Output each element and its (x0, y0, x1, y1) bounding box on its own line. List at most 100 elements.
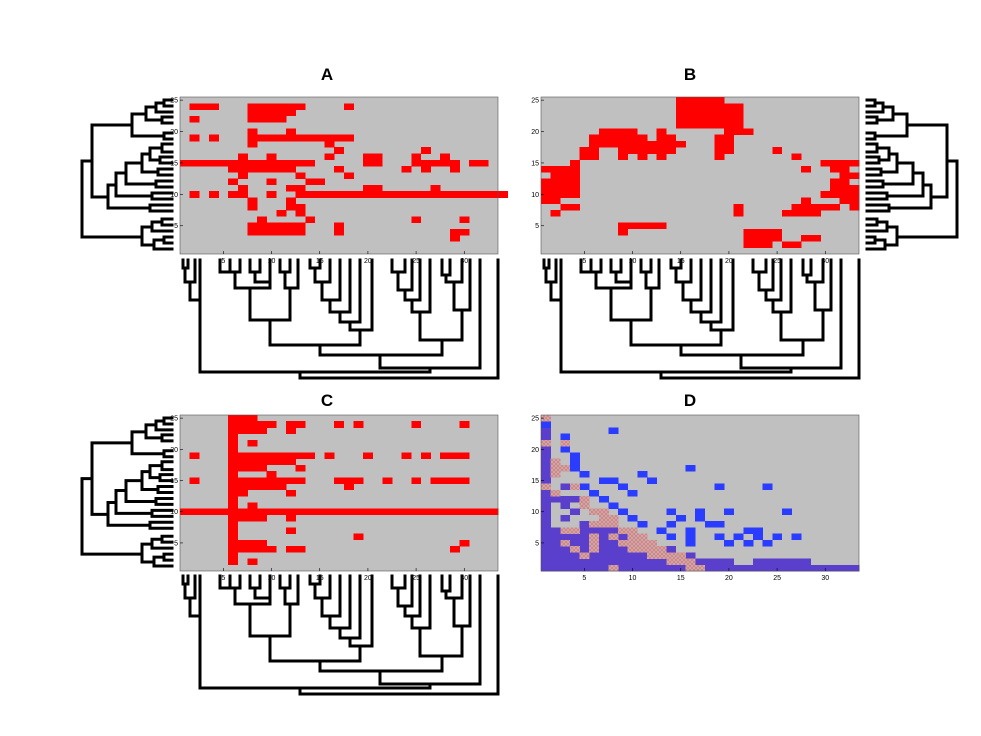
heatmap-cell (541, 166, 580, 173)
heatmap-cell (228, 496, 239, 503)
y-tick-label: 25 (531, 98, 539, 105)
heatmap-cell-overlap (541, 464, 551, 472)
heatmap-cell (459, 216, 470, 223)
heatmap-cell (675, 115, 744, 123)
dendrogram-link (223, 258, 242, 274)
heatmap-cell-observed (627, 514, 638, 522)
panel-frame (179, 414, 499, 572)
heatmap-cell (334, 477, 364, 484)
heatmap-cell (724, 128, 754, 135)
x-tick-label: 10 (268, 575, 276, 582)
heatmap-cell (830, 184, 860, 192)
heatmap-cell (714, 134, 735, 142)
dendrogram-link (248, 602, 292, 638)
y-tick-label: 20 (531, 447, 539, 454)
heatmap-cell (541, 191, 580, 198)
heatmap-cell (550, 172, 580, 179)
dendrogram-link (278, 258, 292, 274)
heatmap-cell (228, 483, 287, 491)
heatmap-cell-overlap (550, 496, 571, 503)
heatmap-cell (781, 210, 821, 217)
heatmap-cell-predicted (627, 533, 648, 541)
y-tick-label: 25 (531, 416, 539, 423)
heatmap-cell (449, 546, 460, 553)
heatmap-cell-observed (714, 483, 725, 491)
heatmap-cell-overlap (541, 471, 551, 478)
dendrogram-link (188, 574, 202, 618)
panel-d-title: D (684, 391, 696, 410)
dendrogram-link (248, 574, 262, 590)
heatmap-cell-observed (637, 471, 648, 478)
dendrogram-link (253, 574, 272, 600)
x-tick-label: 5 (582, 575, 586, 582)
heatmap-cell-observed (637, 521, 648, 528)
x-tick-label: 25 (412, 258, 420, 265)
heatmap-cell (743, 235, 783, 242)
y-tick-label: 15 (170, 478, 178, 485)
heatmap-cell (228, 427, 268, 435)
y-tick-label: 15 (170, 160, 178, 167)
dendrogram-link (895, 159, 959, 239)
heatmap-cell-observed (608, 477, 619, 484)
dendrogram-link (130, 112, 166, 138)
heatmap-cell (801, 197, 812, 205)
heatmap-cell-predicted (579, 502, 590, 509)
y-tick-label: 5 (174, 223, 178, 230)
heatmap-cell (247, 228, 296, 236)
heatmap-cell-observed (714, 533, 725, 541)
heatmap-cell-observed (685, 539, 696, 547)
heatmap-cell-observed (781, 508, 792, 516)
heatmap-cell-overlap (541, 427, 551, 435)
heatmap-cell (208, 191, 219, 198)
heatmap-cell (430, 477, 470, 484)
heatmap-cell (801, 235, 821, 242)
heatmap-cell-overlap (541, 458, 551, 466)
heatmap-cell-predicted (589, 508, 609, 516)
dendrogram-link (298, 574, 500, 696)
heatmap-cell (656, 128, 667, 135)
heatmap-cell (247, 103, 296, 110)
heatmap-cell-observed (743, 539, 754, 547)
heatmap-cell (343, 103, 354, 110)
heatmap-cell (791, 153, 802, 161)
heatmap-cell (363, 184, 383, 192)
dendrogram-link (440, 258, 452, 277)
heatmap-cell-overlap (579, 521, 590, 528)
heatmap-cell (579, 153, 600, 161)
heatmap-cell-observed (569, 458, 580, 466)
x-tick-label: 10 (268, 258, 276, 265)
heatmap-cell-observed (618, 508, 629, 516)
heatmap-cell-predicted (550, 489, 561, 497)
heatmap-cell-observed (666, 521, 677, 528)
dendrogram-link (609, 258, 623, 274)
heatmap-cell-predicted (608, 533, 619, 541)
heatmap-cell (459, 421, 470, 428)
heatmap-cell (228, 527, 239, 534)
heatmap-cell (675, 97, 725, 104)
heatmap-cell-overlap (541, 552, 696, 559)
panel-c-row-dendrogram (80, 416, 174, 568)
heatmap-cell-predicted (618, 539, 657, 547)
heatmap-cell-observed (743, 527, 754, 534)
heatmap-cell (247, 197, 258, 205)
heatmap-cell (295, 464, 306, 472)
heatmap-cell-overlap (541, 558, 735, 566)
heatmap-cell (189, 191, 200, 198)
heatmap-cell-observed (579, 471, 590, 478)
heatmap-cell-predicted (569, 483, 580, 491)
y-tick-label: 10 (170, 509, 178, 516)
heatmap-cell (733, 203, 744, 211)
x-tick-label: 20 (725, 575, 733, 582)
dendrogram-link (233, 586, 272, 606)
dendrogram-link (609, 286, 653, 322)
heatmap-cell-predicted (589, 539, 600, 547)
heatmap-cell (228, 477, 296, 484)
heatmap-cell (334, 166, 345, 173)
heatmap-cell-observed (627, 489, 638, 497)
heatmap-cell-predicted (560, 539, 571, 547)
dendrogram-link (390, 574, 407, 590)
dendrogram-link (154, 496, 174, 506)
heatmap-cell (228, 546, 277, 553)
x-tick-label: 10 (629, 575, 637, 582)
heatmap-cell-observed (560, 433, 571, 441)
